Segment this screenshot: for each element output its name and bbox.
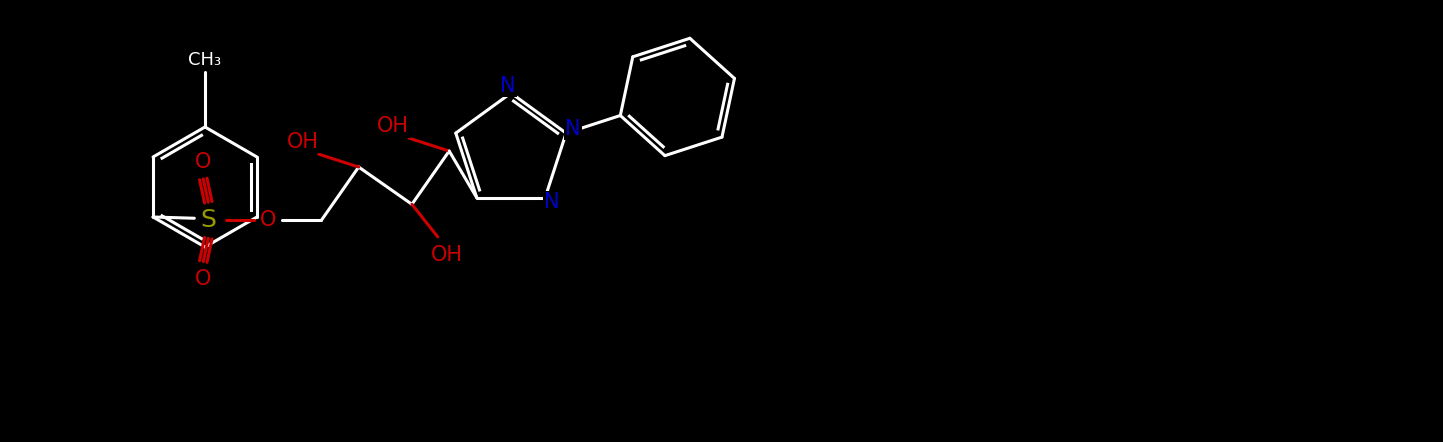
Text: OH: OH: [431, 245, 463, 265]
Text: CH₃: CH₃: [189, 51, 222, 69]
Text: O: O: [195, 152, 212, 172]
Text: OH: OH: [287, 132, 319, 152]
Text: N: N: [566, 119, 582, 139]
Text: OH: OH: [377, 116, 410, 136]
Text: N: N: [544, 192, 560, 212]
Text: O: O: [260, 210, 276, 230]
Text: O: O: [195, 269, 212, 289]
Text: N: N: [501, 76, 515, 96]
Text: S: S: [201, 208, 216, 232]
